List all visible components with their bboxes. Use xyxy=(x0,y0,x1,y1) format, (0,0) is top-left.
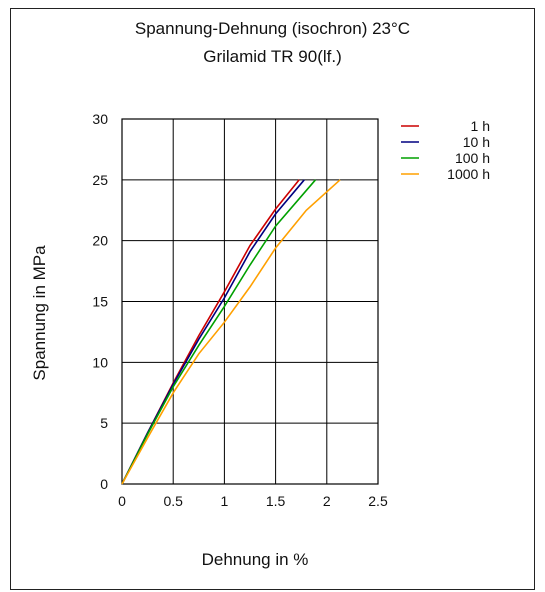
y-tick-label: 0 xyxy=(100,476,108,492)
legend-label: 1000 h xyxy=(447,166,490,182)
y-tick-label: 30 xyxy=(92,111,108,127)
chart-subtitle: Grilamid TR 90(lf.) xyxy=(203,47,342,66)
y-tick-label: 5 xyxy=(100,415,108,431)
x-tick-label: 2 xyxy=(323,493,331,509)
y-tick-label: 20 xyxy=(92,233,108,249)
y-tick-label: 25 xyxy=(92,172,108,188)
chart-frame: Spannung-Dehnung (isochron) 23°C Grilami… xyxy=(10,8,535,590)
x-tick-label: 0.5 xyxy=(163,493,183,509)
legend-label: 1 h xyxy=(471,118,490,134)
legend-label: 100 h xyxy=(455,150,490,166)
x-tick-label: 0 xyxy=(118,493,126,509)
y-tick-label: 15 xyxy=(92,294,108,310)
plot-area xyxy=(121,118,379,485)
y-axis-label: Spannung in MPa xyxy=(30,245,49,381)
x-tick-label: 1 xyxy=(221,493,229,509)
x-tick-label: 1.5 xyxy=(266,493,286,509)
series-line-1000h xyxy=(121,179,341,485)
legend-label: 10 h xyxy=(463,134,490,150)
series-line-100h xyxy=(121,179,317,485)
chart-title: Spannung-Dehnung (isochron) 23°C xyxy=(134,19,411,38)
series-line-1h xyxy=(121,179,300,485)
y-tick-label: 10 xyxy=(92,354,108,370)
x-tick-label: 2.5 xyxy=(368,493,388,509)
x-axis-label: Dehnung in % xyxy=(202,550,309,569)
